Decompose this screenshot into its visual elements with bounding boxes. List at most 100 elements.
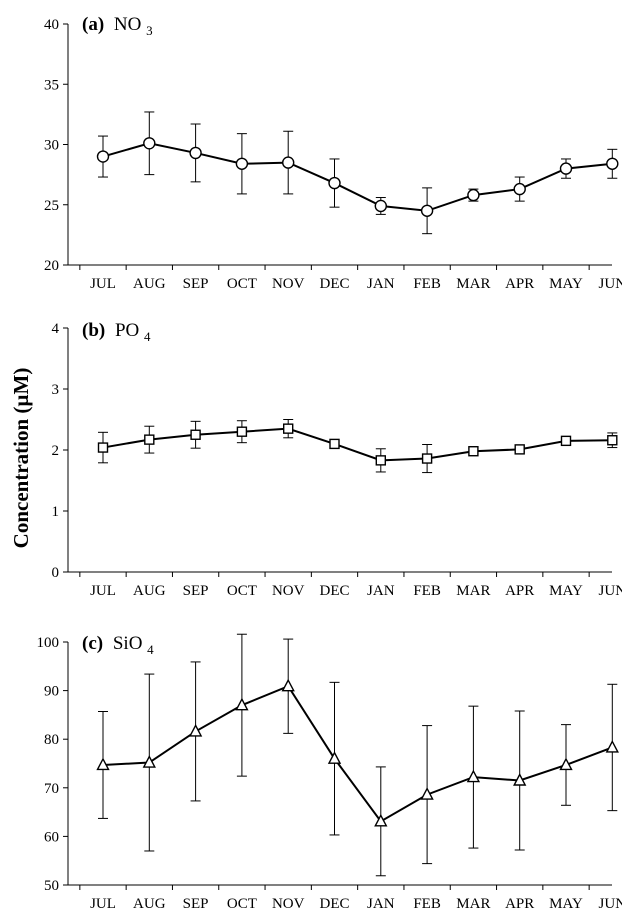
x-tick-label: MAR: [456, 583, 490, 599]
data-point: [607, 435, 618, 446]
x-tick-label: JAN: [367, 583, 395, 599]
series-line: [102, 684, 613, 823]
panel-title-a-species: NO: [114, 14, 141, 35]
panel-title-c-subscript: 4: [147, 642, 154, 657]
panel-title-b: (b) PO 4: [82, 320, 151, 344]
y-tick-label: 40: [44, 17, 59, 33]
y-tick-label: 50: [44, 878, 59, 894]
data-point: [96, 150, 110, 163]
x-tick-label: OCT: [227, 583, 257, 599]
x-tick-label: SEP: [183, 583, 209, 599]
x-tick-label: FEB: [413, 896, 441, 912]
y-tick-label: 80: [44, 732, 59, 748]
data-point: [467, 188, 480, 202]
data-point: [559, 162, 573, 175]
data-point: [466, 769, 481, 783]
x-tick-label: SEP: [183, 276, 209, 292]
y-tick-label: 0: [52, 565, 60, 581]
panel-title-c-species: SiO: [113, 633, 143, 654]
panel-a: (a) NO 3 20 25 30 35 40 JUL AUG SEP OCT NOV DEC JAN…: [44, 14, 622, 292]
x-tick-label: JAN: [367, 276, 395, 292]
data-point: [236, 426, 248, 437]
data-point: [560, 435, 572, 447]
data-point: [559, 757, 573, 771]
x-tick-label: JUL: [90, 276, 116, 292]
x-tick-label: OCT: [227, 896, 257, 912]
y-tick-label: 1: [52, 504, 60, 520]
data-point: [421, 453, 433, 464]
x-tick-label: OCT: [227, 276, 257, 292]
x-tick-label: NOV: [272, 583, 305, 599]
data-point: [420, 204, 434, 217]
panel-title-c: (c) SiO 4: [82, 633, 154, 657]
x-tick-label: NOV: [272, 276, 305, 292]
data-point: [235, 157, 249, 170]
data-point: [282, 156, 295, 169]
x-tick-label: JUN: [599, 896, 622, 912]
x-tick-label: APR: [505, 276, 534, 292]
y-tick-label: 2: [52, 443, 60, 459]
data-point: [514, 444, 525, 455]
y-tick-label: 70: [44, 781, 59, 797]
x-tick-label: DEC: [320, 276, 350, 292]
y-tick-label: 4: [52, 321, 60, 337]
data-point: [190, 429, 201, 440]
x-tick-label: AUG: [133, 276, 166, 292]
y-tick-label: 100: [37, 635, 60, 651]
x-tick-label: MAR: [456, 896, 490, 912]
x-tick-label: NOV: [272, 896, 305, 912]
panel-title-a-subscript: 3: [146, 23, 153, 38]
panel-b: (b) PO 4 0 1 2 3 4 JUL AUG SEP OCT NOV DEC JAN FEB MA…: [52, 320, 622, 599]
panel-b-plot: 0 1 2 3 4 JUL AUG SEP OCT NOV DEC JAN FEB MAR APR MAY JU…: [52, 321, 622, 599]
data-point: [468, 446, 479, 457]
x-tick-label: JUN: [599, 276, 622, 292]
data-point: [513, 773, 527, 786]
x-tick-label: JUN: [599, 583, 622, 599]
data-point: [96, 757, 110, 771]
y-tick-label: 30: [44, 138, 59, 154]
data-point: [142, 755, 156, 768]
data-point: [606, 157, 619, 170]
x-tick-label: APR: [505, 583, 534, 599]
data-point: [420, 787, 434, 800]
data-point: [144, 434, 155, 445]
x-tick-label: JAN: [367, 896, 395, 912]
panel-title-b-letter: (b): [82, 320, 105, 341]
x-tick-label: AUG: [133, 583, 166, 599]
data-point: [235, 697, 249, 711]
y-tick-label: 35: [44, 77, 59, 93]
panel-c-plot: 50 60 70 80 90 100 JUL AUG SEP OCT NOV DEC JAN FEB MAR…: [37, 633, 622, 912]
data-point: [283, 423, 294, 434]
y-tick-label: 3: [52, 382, 60, 398]
x-tick-label: FEB: [413, 276, 441, 292]
y-tick-label: 25: [44, 198, 59, 214]
data-point: [327, 751, 342, 764]
data-point: [605, 739, 619, 753]
x-tick-label: MAR: [456, 276, 490, 292]
series-line: [102, 142, 613, 212]
data-point: [188, 723, 203, 737]
data-point: [375, 455, 386, 466]
x-tick-label: FEB: [413, 583, 441, 599]
x-tick-label: DEC: [320, 583, 350, 599]
x-tick-label: AUG: [133, 896, 166, 912]
panel-c: (c) SiO 4 50 60 70 80 90 100 JUL AUG SEP OCT NOV DE…: [37, 633, 622, 912]
data-point: [374, 199, 387, 213]
panel-a-plot: 20 25 30 35 40 JUL AUG SEP OCT NOV DEC JAN FEB MAR APR…: [44, 17, 622, 292]
y-tick-label: 90: [44, 684, 59, 700]
y-tick-label: 60: [44, 829, 59, 845]
data-point: [189, 146, 202, 160]
panel-title-b-subscript: 4: [144, 329, 151, 344]
data-point: [97, 442, 109, 453]
panel-title-a-letter: (a): [82, 14, 104, 35]
panel-title-b-species: PO: [115, 320, 139, 341]
x-tick-label: JUL: [90, 583, 116, 599]
y-tick-label: 20: [44, 258, 59, 274]
x-tick-label: DEC: [320, 896, 350, 912]
panel-title-c-letter: (c): [82, 633, 103, 654]
series-line: [102, 427, 613, 462]
panel-title-a: (a) NO 3: [82, 14, 153, 38]
x-tick-label: SEP: [183, 896, 209, 912]
data-point: [329, 438, 340, 450]
